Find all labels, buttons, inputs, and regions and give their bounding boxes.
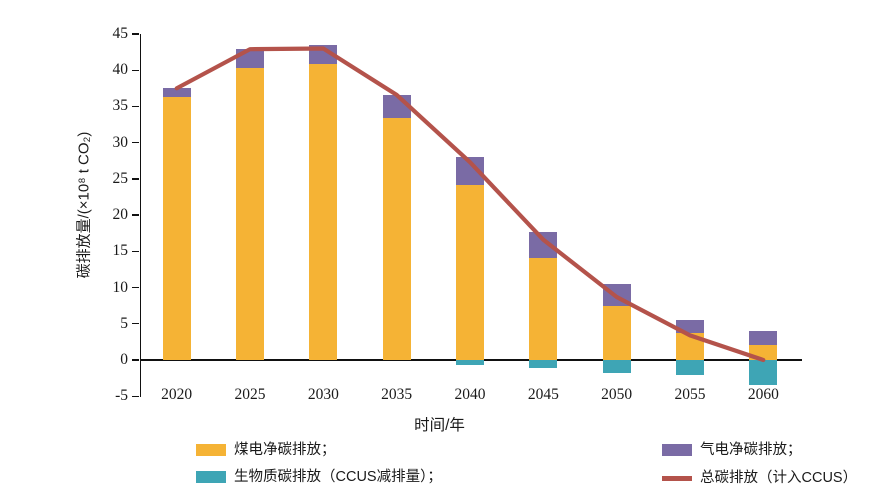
y-tick-label: 45 xyxy=(112,25,129,42)
bar-segment-coal[interactable] xyxy=(749,344,778,360)
bar-segment-biomass[interactable] xyxy=(749,360,778,386)
bar-segment-gas[interactable] xyxy=(236,49,264,69)
y-tick-mark xyxy=(132,69,139,71)
legend-item-gas[interactable]: 气电净碳排放； xyxy=(662,442,802,458)
x-tick-label: 2045 xyxy=(527,386,559,403)
y-axis-line xyxy=(139,34,142,397)
x-tick-label: 2020 xyxy=(161,386,193,403)
bar-segment-biomass[interactable] xyxy=(529,360,558,368)
x-tick-label: 2030 xyxy=(307,386,339,403)
y-tick-mark xyxy=(132,359,139,361)
legend-label-biomass: 生物质碳排放（CCUS减排量）； xyxy=(234,469,442,485)
bar-segment-gas[interactable] xyxy=(676,320,704,334)
y-axis-title-text: 碳排放量/(×10⁸ t CO₂) xyxy=(76,131,94,279)
bar-segment-coal[interactable] xyxy=(382,118,411,360)
y-tick-mark xyxy=(132,33,139,35)
y-tick-label: 25 xyxy=(112,169,129,187)
bar-segment-coal[interactable] xyxy=(602,305,631,360)
bar-segment-gas[interactable] xyxy=(309,44,338,64)
bar-segment-gas[interactable] xyxy=(602,283,631,306)
y-tick-label: 35 xyxy=(112,97,129,115)
y-tick-mark xyxy=(132,286,139,289)
legend-label-coal: 煤电净碳排放； xyxy=(234,442,336,458)
y-tick-mark xyxy=(132,105,139,108)
y-tick-label: -5 xyxy=(115,387,128,405)
y-tick-mark xyxy=(132,178,139,180)
legend-row-2: 生物质碳排放（CCUS减排量）； 总碳排放（计入CCUS） xyxy=(196,467,857,489)
bar-segment-gas[interactable] xyxy=(749,331,778,345)
y-tick-mark xyxy=(132,395,139,397)
x-tick-label: 2050 xyxy=(601,386,633,403)
bar-segment-biomass[interactable] xyxy=(456,360,484,366)
y-tick-label: 40 xyxy=(112,61,129,79)
y-tick-mark xyxy=(132,323,139,325)
legend-swatch-coal-icon xyxy=(196,444,226,456)
bar-segment-coal[interactable] xyxy=(309,63,338,360)
y-tick-label: 5 xyxy=(120,314,128,332)
y-axis-title: 碳排放量/(×10⁸ t CO₂) xyxy=(74,100,96,310)
legend-label-gas: 气电净碳排放； xyxy=(700,442,802,458)
legend-item-coal[interactable]: 煤电净碳排放； xyxy=(196,442,336,458)
bar-segment-biomass[interactable] xyxy=(676,360,704,376)
legend-swatch-gas-icon xyxy=(662,444,692,456)
x-tick-label: 2040 xyxy=(454,386,486,403)
bar-segment-gas[interactable] xyxy=(456,157,484,185)
y-tick-label: 30 xyxy=(112,133,129,151)
x-axis-title: 时间/年 xyxy=(414,417,465,434)
bar-segment-biomass[interactable] xyxy=(602,360,631,374)
bar-segment-coal[interactable] xyxy=(676,333,704,360)
x-tick-label: 2055 xyxy=(674,386,706,403)
x-tick-label: 2035 xyxy=(381,386,413,403)
legend-item-total[interactable]: 总碳排放（计入CCUS） xyxy=(662,470,857,486)
x-tick-label: 2025 xyxy=(234,386,266,403)
y-tick-label: 20 xyxy=(112,206,129,224)
bar-segment-coal[interactable] xyxy=(456,184,484,360)
bar-segment-gas[interactable] xyxy=(162,88,191,98)
bar-segment-coal[interactable] xyxy=(236,68,264,360)
legend-swatch-biomass-icon xyxy=(196,471,226,483)
legend-label-total: 总碳排放（计入CCUS） xyxy=(700,470,858,486)
y-tick-mark xyxy=(132,141,139,144)
y-tick-label: 0 xyxy=(120,351,128,368)
bar-segment-coal[interactable] xyxy=(529,257,558,360)
legend-row-1: 煤电净碳排放； 气电净碳排放； xyxy=(196,440,816,462)
legend-swatch-total-line-icon xyxy=(662,475,692,481)
y-tick-mark xyxy=(132,250,139,253)
y-tick-label: 15 xyxy=(112,242,129,260)
y-tick-mark xyxy=(132,214,139,216)
legend-item-biomass[interactable]: 生物质碳排放（CCUS减排量）； xyxy=(196,469,442,485)
x-tick-label: 2060 xyxy=(747,386,779,403)
y-tick-label: 10 xyxy=(112,278,129,296)
bar-segment-coal[interactable] xyxy=(162,97,191,360)
bar-segment-gas[interactable] xyxy=(382,94,411,119)
bar-segment-gas[interactable] xyxy=(529,231,558,258)
